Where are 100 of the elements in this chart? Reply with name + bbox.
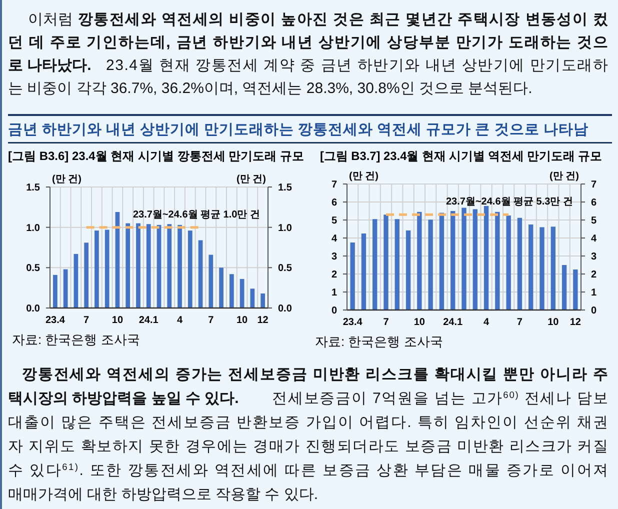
bar	[528, 224, 534, 310]
text: 는 비중이 각각 36.7%, 36.2%이며, 역전세는 28.3%, 30.8%인 것으로 분석된다.	[8, 80, 532, 97]
x-tick-label: 12	[257, 315, 269, 326]
x-tick-label: 7	[84, 315, 90, 326]
bar	[219, 268, 224, 308]
bar	[146, 224, 151, 308]
y-tick-label: 0.5	[26, 263, 40, 274]
text: 택시장의 하방압력을 높일 수 있다.	[8, 390, 239, 407]
bar	[126, 223, 130, 308]
bar	[178, 224, 182, 308]
text: 자 지위도 확보하지 못한 경우에는 경매가 진행되더라도 보증금 미반환 리스크가 커질	[8, 438, 608, 455]
bar	[517, 218, 522, 310]
bar	[63, 269, 68, 308]
bar	[104, 230, 110, 308]
bar	[417, 212, 422, 310]
y2-tick-label: 7	[591, 180, 597, 190]
bar	[250, 288, 255, 308]
y-tick-label: 3	[331, 252, 338, 262]
bar	[573, 270, 578, 310]
y-tick-label: 5	[331, 216, 338, 226]
text: 대출이 많은 주택은 전세보증금 반환보증 가입이 어렵다. 특히 임차인이 선순위 채권	[8, 414, 608, 431]
y-axis-title: (만 건)	[52, 174, 82, 185]
x-tick-label: 23.4	[45, 315, 66, 326]
bar	[188, 230, 192, 308]
text: 로 나타났다.	[8, 57, 92, 74]
annotation: 23.7월~24.6월 평균 5.3만 건	[446, 196, 573, 208]
y2-tick-label: 0.0	[278, 304, 292, 314]
y2-axis-title: (만 건)	[236, 174, 266, 185]
y2-tick-label: 2	[591, 270, 597, 280]
y2-tick-label: 0.5	[278, 263, 292, 274]
bar	[372, 219, 378, 310]
x-tick-label: 4	[176, 315, 183, 326]
y2-tick-label: 1.0	[278, 222, 292, 234]
bar	[136, 223, 140, 308]
y-tick-label: 1.0	[26, 222, 40, 234]
y-tick-label: 2	[331, 270, 338, 280]
x-tick-label: 7	[516, 317, 523, 328]
x-tick-label: 24.1	[138, 315, 159, 326]
text: 전세보증금이 7억원을 넘는 고가$^{60)}$ 전세나 담보	[272, 390, 608, 407]
bar	[562, 265, 567, 310]
x-tick-label: 10	[112, 315, 124, 326]
x-tick-label: 7	[383, 317, 390, 328]
x-tick-label: 24.1	[443, 317, 464, 328]
bar	[495, 212, 500, 310]
bar	[74, 254, 78, 308]
y-tick-label: 0.0	[26, 304, 40, 314]
y-tick-label: 4	[331, 234, 338, 244]
y2-tick-label: 5	[591, 216, 597, 226]
text: 자료: 한국은행 조사국	[315, 334, 443, 349]
text: 깡통전세와 역전세의 비중이 높아진 것은 최근 몇년간 주택시장 변동성이 컸	[78, 11, 608, 28]
y-tick-label: 1	[331, 288, 338, 298]
y2-tick-label: 6	[591, 198, 597, 208]
bar	[84, 242, 89, 308]
bar	[472, 209, 478, 310]
text: 수 있다$^{61)}$. 또한 깡통전세와 역전세에 따른 보증금 상환 부담은 매물 증가로 이어져	[8, 462, 608, 479]
x-tick-label: 12	[570, 317, 582, 328]
bar	[198, 240, 203, 308]
bar	[94, 230, 99, 308]
y2-tick-label: 4	[591, 234, 597, 244]
y2-tick-label: 0	[591, 306, 597, 316]
chart-title: [그림 B3.6] 23.4월 현재 시기별 깡통전세 만기도래 규모	[8, 149, 304, 163]
y2-axis-title: (만 건)	[550, 171, 579, 182]
bar	[540, 227, 544, 310]
bar	[350, 242, 355, 310]
chart-title: [그림 B3.7] 23.4월 현재 시기별 역전세 만기도래 규모	[320, 149, 604, 163]
bar	[260, 293, 265, 308]
bar	[208, 254, 214, 308]
bar	[406, 230, 411, 310]
y2-tick-label: 1.5	[278, 182, 292, 194]
y-axis-title: (만 건)	[349, 171, 378, 182]
x-tick-label: 7	[208, 315, 214, 326]
text: 이처럼	[28, 11, 73, 28]
text: 자료: 한국은행 조사국	[12, 332, 140, 347]
bar	[550, 226, 556, 310]
text: 금년 하반기와 내년 상반기에 만기도래하는 깡통전세와 역전세 규모가 큰 것으로 나타남	[8, 122, 588, 138]
bar	[506, 216, 511, 310]
bar	[53, 274, 58, 308]
bar	[428, 220, 433, 310]
bar	[439, 212, 444, 310]
text: 매매가격에 대한 하방압력으로 작용할 수 있다.	[8, 486, 318, 503]
bar	[450, 211, 456, 310]
bar	[484, 206, 489, 310]
text: 던 데 주로 기인하는데, 금년 하반기와 내년 상반기에 상당부분 만기가 도래하는 것으	[8, 34, 608, 51]
y-tick-label: 0	[331, 306, 338, 316]
text: 깡통전세와 역전세의 증가는 전세보증금 미반환 리스크를 확대시킬 뿐만 아니라 주	[22, 366, 608, 383]
y-tick-label: 1.5	[26, 182, 40, 194]
y-tick-label: 6	[331, 198, 338, 208]
x-tick-label: 10	[414, 317, 426, 328]
x-tick-label: 10	[548, 317, 560, 328]
text: 23.4월 현재 깡통전세 계약 중 금년 하반기와 내년 상반기에 만기도래하	[106, 57, 608, 74]
bar	[240, 278, 244, 308]
bar	[229, 274, 234, 308]
bar	[384, 214, 388, 310]
bar	[462, 208, 466, 310]
x-tick-label: 23.4	[342, 317, 363, 328]
y-tick-label: 7	[331, 180, 338, 190]
bar	[361, 234, 366, 310]
y2-tick-label: 3	[591, 252, 597, 262]
x-tick-label: 4	[484, 317, 490, 328]
annotation: 23.7월~24.6월 평균 1.0만 건	[132, 209, 260, 220]
